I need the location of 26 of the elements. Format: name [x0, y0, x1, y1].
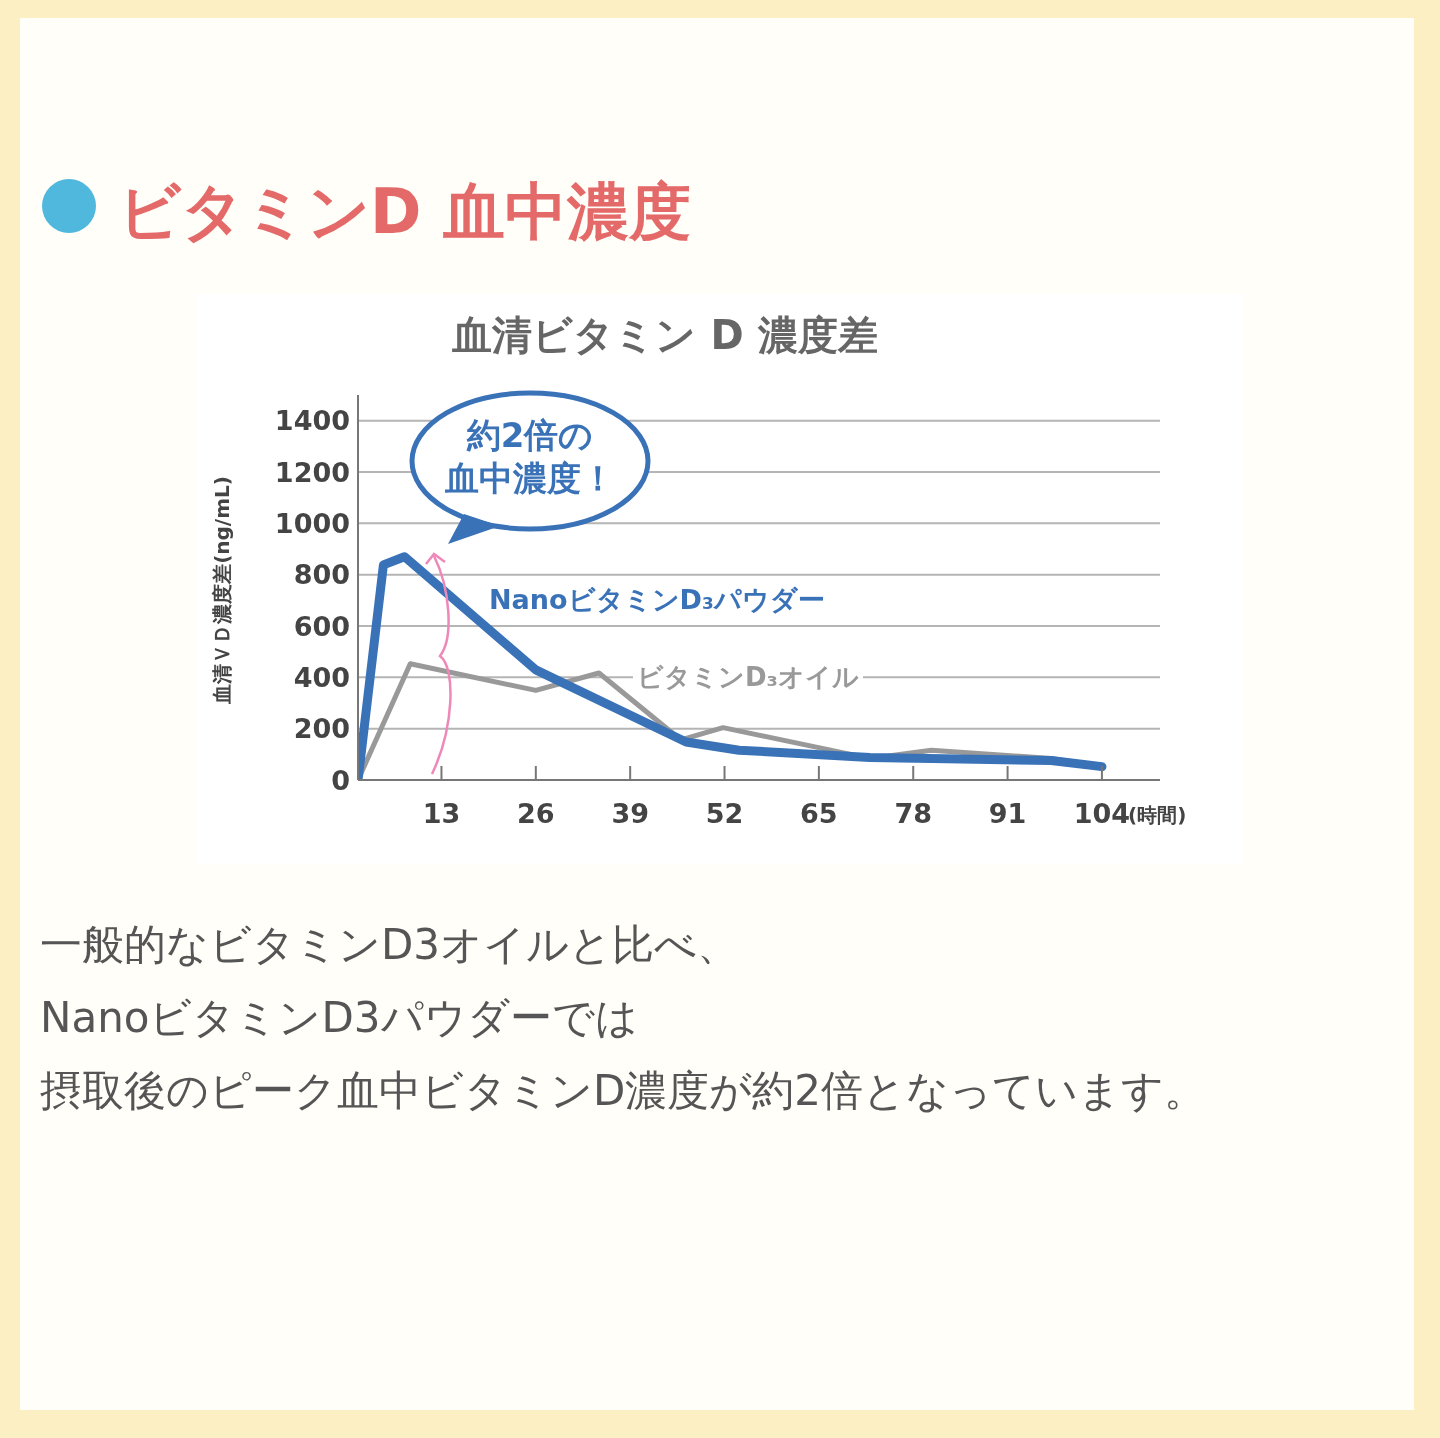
y-tick-label: 1000 [274, 507, 350, 539]
y-tick-label: 0 [331, 764, 350, 796]
y-tick-label: 200 [293, 713, 350, 745]
x-tick-label: 52 [705, 798, 744, 830]
annotation: 血中濃度！ [444, 456, 616, 499]
x-tick-label: 13 [422, 798, 461, 830]
y-tick-label: 1400 [274, 405, 350, 437]
text: 摂取後のピーク血中ビタミンD濃度が約2倍となっています。 [40, 1065, 1207, 1117]
annotation: 約2倍の [465, 414, 595, 457]
y-tick-label: 800 [293, 559, 350, 591]
y-tick-label: 400 [293, 661, 350, 693]
chart-title: ビタミンD 血中濃度 [118, 174, 692, 250]
y-tick-label: 600 [293, 610, 350, 642]
series-label: ビタミンD₃オイル [633, 660, 863, 695]
x-tick-label: 39 [611, 798, 649, 830]
x-tick-label: 78 [894, 798, 933, 830]
chart-subtitle: 血清ビタミン D 濃度差 [452, 312, 878, 358]
y-tick-label: 1200 [274, 456, 350, 488]
y-axis-title: 血清ＶＤ濃度差(ng/mL) [208, 476, 235, 704]
x-tick-label: 91 [988, 798, 1027, 830]
x-axis-title: (時間) [1128, 802, 1187, 829]
text: 一般的なビタミンD3オイルと比べ、 [40, 919, 741, 971]
text: NanoビタミンD3パウダーでは [40, 992, 639, 1044]
series-label: NanoビタミンD₃パウダー [488, 583, 826, 617]
x-tick-label: 65 [800, 798, 838, 830]
x-tick-label: 26 [517, 798, 555, 830]
